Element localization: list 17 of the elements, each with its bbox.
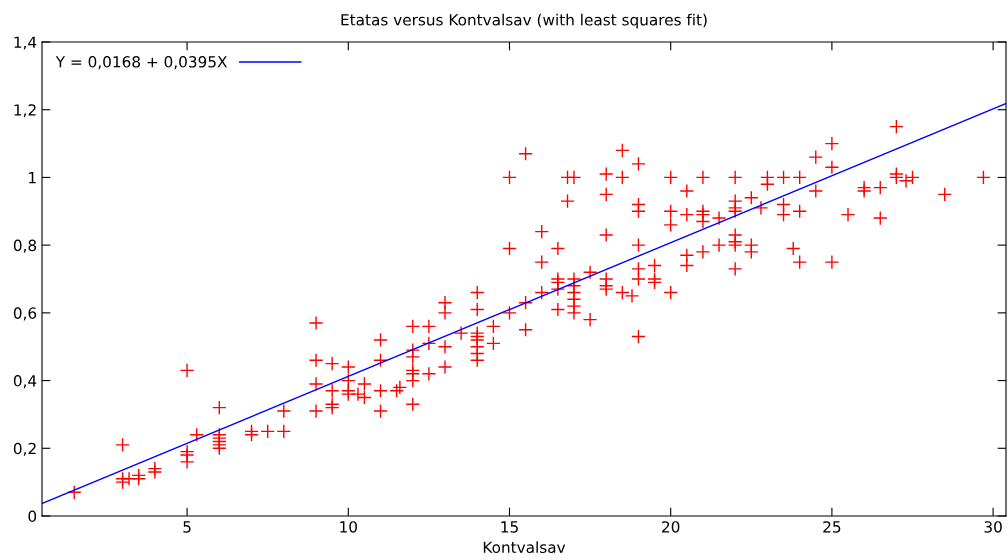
x-tick-label: 30 — [984, 521, 1002, 533]
x-tick-label: 25 — [823, 521, 841, 533]
y-tick-label: 1 — [29, 172, 36, 184]
y-tick-label: 1,2 — [14, 104, 36, 118]
y-tick-label: 0,4 — [13, 375, 37, 389]
x-tick-label: 10 — [340, 521, 357, 533]
y-tick-label: 0,2 — [13, 442, 36, 456]
y-tick-label: 0,8 — [13, 239, 37, 253]
x-tick-label: 15 — [501, 521, 518, 533]
chart-title: Etatas versus Kontvalsav (with least squares fit) — [341, 13, 707, 29]
x-tick-label: 5 — [183, 521, 191, 533]
x-axis-title: Kontvalsav — [483, 541, 566, 554]
legend-label: Y = 0,0168 + 0,0395X — [55, 56, 228, 70]
x-tick-label: 20 — [662, 521, 680, 533]
y-tick-label: 1,4 — [14, 36, 37, 50]
y-tick-label: 0,6 — [13, 307, 37, 321]
y-tick-label: 0 — [28, 510, 37, 523]
